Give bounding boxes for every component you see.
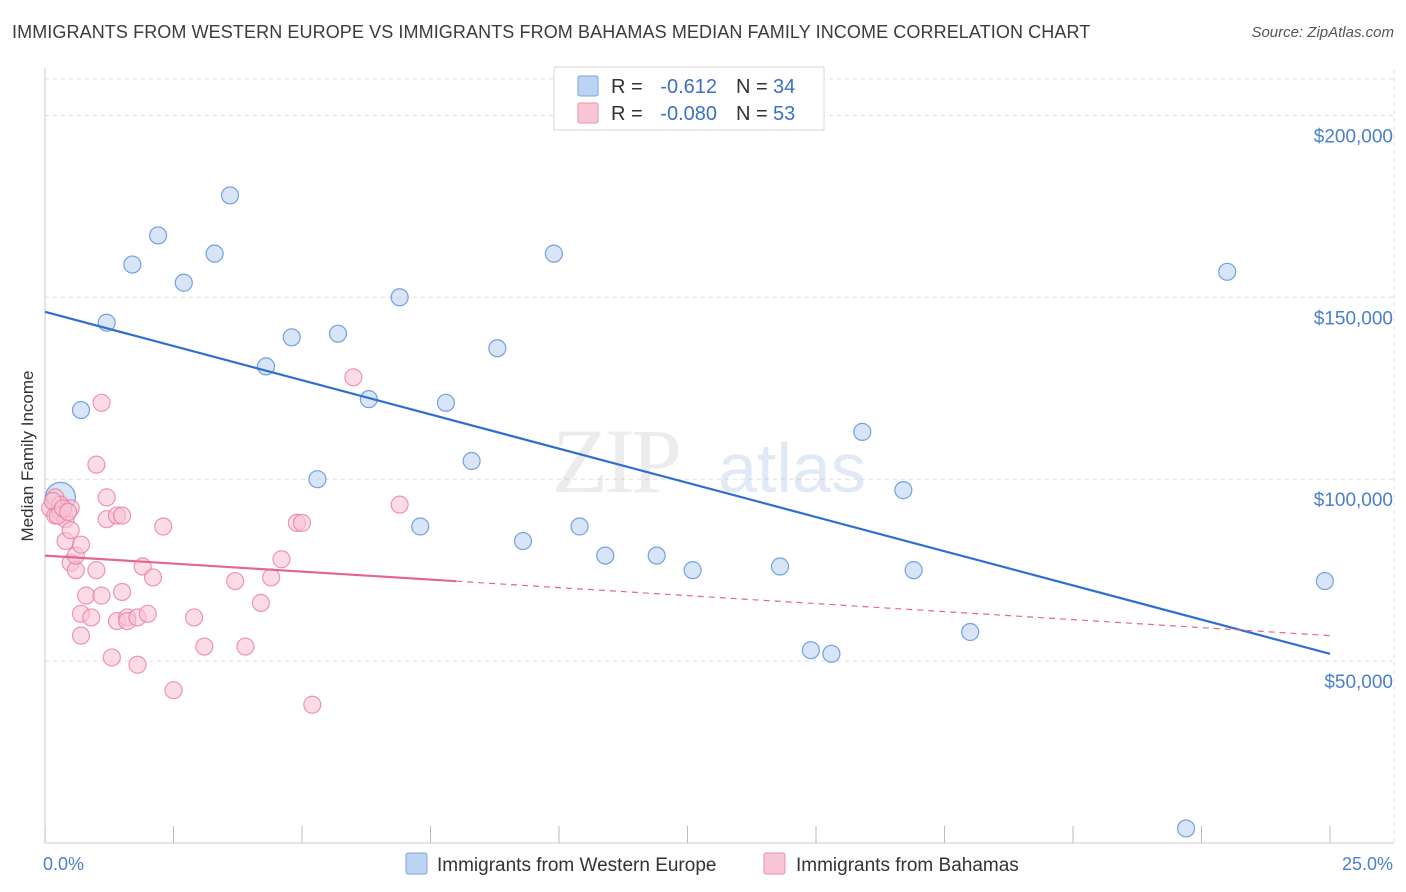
western-europe-point xyxy=(904,561,923,580)
bahamas-point xyxy=(61,521,80,540)
bahamas-point xyxy=(154,517,173,536)
bahamas-point xyxy=(97,488,116,507)
western-europe-point xyxy=(596,546,615,565)
bahamas-point xyxy=(71,626,91,645)
western-europe-point xyxy=(770,557,790,576)
western-europe-trend-line xyxy=(44,310,1331,655)
bahamas-point xyxy=(92,586,111,605)
bahamas-point xyxy=(59,502,78,522)
legend-swatch-pink xyxy=(577,102,599,124)
western-europe-point xyxy=(220,186,240,205)
y-tick-label: $200,000 xyxy=(1314,126,1393,147)
bahamas-point xyxy=(262,568,281,587)
western-europe-point xyxy=(647,546,666,565)
chart-title: IMMIGRANTS FROM WESTERN EUROPE VS IMMIGR… xyxy=(12,22,1091,42)
western-europe-point xyxy=(513,531,533,551)
western-europe-point xyxy=(462,451,481,471)
bahamas-point xyxy=(92,393,111,412)
series-legend: Immigrants from Western Europe Immigrant… xyxy=(405,852,1019,876)
legend-n-value: 34 xyxy=(773,76,795,98)
bahamas-point xyxy=(272,550,291,569)
bahamas-point xyxy=(143,568,163,587)
legend-n-label: N = xyxy=(736,76,768,98)
watermark-zip: ZIP xyxy=(552,410,679,512)
western-europe-point xyxy=(308,470,327,489)
western-europe-point xyxy=(174,273,193,292)
bahamas-point xyxy=(226,571,245,591)
legend-r-label: R = xyxy=(611,103,643,125)
bahamas-point xyxy=(71,535,91,554)
legend-swatch-blue xyxy=(577,75,599,97)
legend-n-value: 53 xyxy=(773,103,795,125)
bahamas-point xyxy=(390,495,409,514)
bahamas-point xyxy=(164,681,183,700)
y-tick-label: $100,000 xyxy=(1314,490,1393,511)
bahamas-point xyxy=(236,637,255,656)
axes xyxy=(44,68,1394,844)
bahamas-trend-line xyxy=(44,554,457,583)
western-europe-point xyxy=(961,622,980,642)
x-tick-labels: 0.0% 25.0% xyxy=(43,854,1393,874)
legend-item-western-europe-swatch xyxy=(405,852,428,875)
bahamas-point xyxy=(87,455,106,474)
western-europe-point xyxy=(1176,819,1196,838)
western-europe-point xyxy=(71,400,91,420)
bahamas-point xyxy=(184,608,204,627)
legend-item-bahamas-swatch xyxy=(763,852,786,875)
bahamas-point xyxy=(251,593,270,612)
x-tick-label: 0.0% xyxy=(43,854,84,874)
bahamas-point xyxy=(303,695,322,714)
y-axis-label: Median Family Income xyxy=(18,370,37,541)
bahamas-point xyxy=(195,637,214,656)
bahamas-point xyxy=(87,561,106,580)
western-europe-point xyxy=(801,641,820,660)
western-europe-point xyxy=(822,644,841,663)
watermark-atlas: atlas xyxy=(718,429,866,507)
western-europe-point xyxy=(488,339,507,358)
western-europe-point xyxy=(683,561,702,580)
western-europe-point xyxy=(411,517,430,536)
western-europe-point xyxy=(1315,571,1334,591)
western-europe-point xyxy=(544,244,563,263)
western-europe-point xyxy=(205,244,224,263)
bahamas-point xyxy=(128,655,147,674)
bahamas-point xyxy=(292,513,312,532)
bahamas-point xyxy=(112,582,132,602)
western-europe-point xyxy=(282,328,301,347)
correlation-legend: R = -0.612 N = 34 R = -0.080 N = 53 xyxy=(553,66,825,131)
y-tick-label: $150,000 xyxy=(1314,308,1393,329)
y-tick-labels: $50,000 $100,000 $150,000 $200,000 xyxy=(1314,126,1393,693)
western-europe-point xyxy=(390,288,409,307)
western-europe-point xyxy=(328,324,348,343)
x-tick-label: 25.0% xyxy=(1342,854,1393,874)
bahamas-point xyxy=(102,648,121,667)
bahamas-point xyxy=(77,586,96,605)
western-europe-point xyxy=(148,226,168,245)
bahamas-point xyxy=(344,368,363,387)
western-europe-point xyxy=(894,481,913,500)
western-europe-point xyxy=(853,422,872,441)
bahamas-point xyxy=(82,608,101,627)
trend-lines xyxy=(44,310,1331,655)
source-label: Source: ZipAtlas.com xyxy=(1251,24,1394,41)
western-europe-point xyxy=(570,517,589,536)
bahamas-point xyxy=(112,506,132,525)
bahamas-point xyxy=(138,604,157,623)
legend-r-label: R = xyxy=(611,76,643,98)
legend-item-western-europe: Immigrants from Western Europe xyxy=(437,855,716,876)
data-points xyxy=(41,186,1334,838)
watermark: ZIP atlas xyxy=(552,410,866,512)
western-europe-point xyxy=(1218,262,1237,281)
legend-r-value: -0.080 xyxy=(660,103,717,125)
y-tick-label: $50,000 xyxy=(1324,672,1393,693)
legend-r-value: -0.612 xyxy=(660,76,717,98)
bahamas-trend-line-extension xyxy=(456,580,1331,637)
western-europe-point xyxy=(436,393,456,412)
western-europe-point xyxy=(123,255,142,274)
legend-item-bahamas: Immigrants from Bahamas xyxy=(796,855,1019,876)
legend-n-label: N = xyxy=(736,103,768,125)
